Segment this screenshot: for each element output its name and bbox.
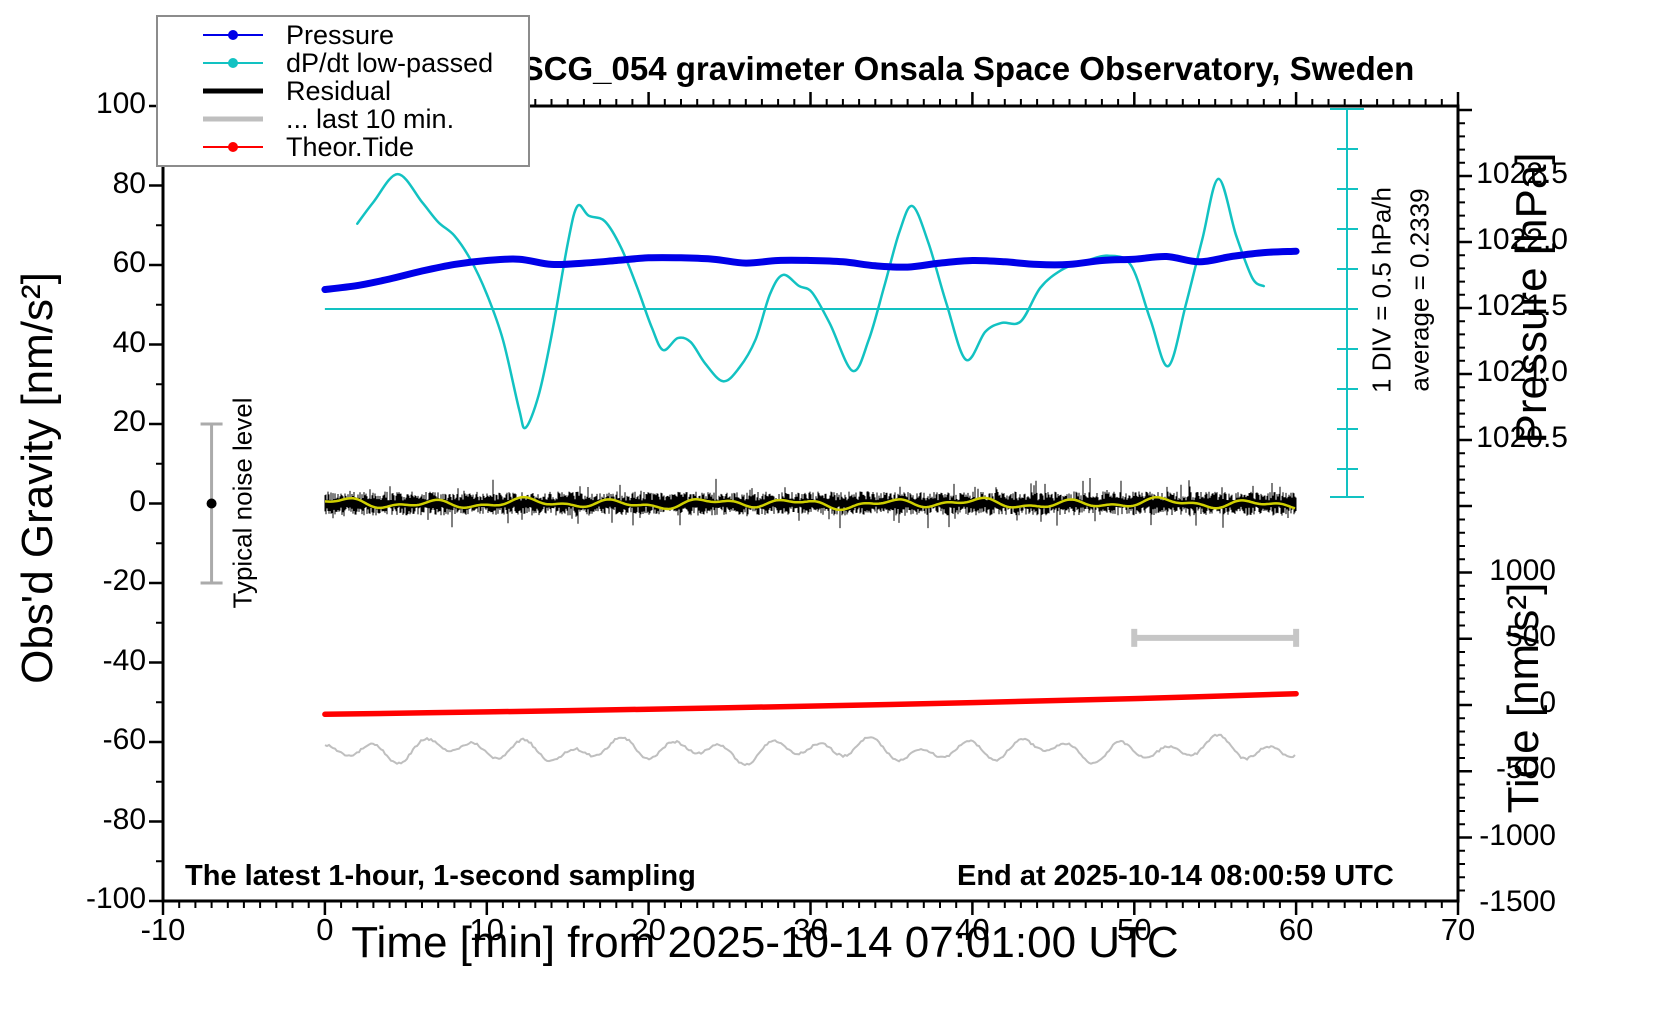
gravity-tick-label: 0 [129,484,146,518]
pressure-curve [321,247,1300,293]
residual-smoothed-curve [324,495,1296,512]
pressure-tick-label: 1021.0 [1476,355,1568,388]
legend-label: Theor.Tide [286,132,415,162]
legend-label: dP/dt low-passed [286,48,494,78]
tide-tick-label: -1000 [1479,818,1556,852]
x-tick-label: 70 [1440,912,1476,947]
dpdt-scale-bar-div-ticks [1337,148,1358,470]
legend-item-tide: Theor.Tide [202,132,528,162]
pressure-tick-label: 1020.5 [1476,421,1568,454]
gravity-tick-label: 40 [112,325,146,359]
tide-line-sample-icon [203,142,263,152]
pressure-tick-label: 1021.5 [1476,289,1568,322]
gravity-tick-label: 80 [112,166,146,200]
tide-tick-label: 0 [1539,686,1556,719]
gravity-tick-label: -60 [102,723,146,756]
residual-line-sample-icon [203,88,263,94]
x-tick-label: 40 [955,912,990,947]
noise-level-dot [206,498,217,509]
tide-tick-label: -500 [1495,752,1556,786]
tide-tick-label: 500 [1505,619,1556,653]
gravity-tick-label: 20 [112,405,146,438]
pressure-tick-label: 1022.0 [1476,223,1568,256]
dpdt-curve [356,172,1266,430]
gravity-tick-label: -40 [102,643,146,677]
tide-tick-label: 1000 [1489,553,1556,587]
page-title: SCG_054 gravimeter Onsala Space Observat… [521,50,1415,87]
legend-label: Residual [286,76,392,106]
div-scale-note: 1 DIV = 0.5 hPa/h [1366,187,1397,393]
typical-noise-note: Typical noise level [227,397,258,609]
legend-item-dpdt: dP/dt low-passed [202,48,528,78]
x-tick-label: 0 [316,912,334,947]
legend-label: Pressure [286,20,395,50]
x-tick-label: 60 [1278,912,1314,947]
x-axis-title: Time [min] from 2025-10-14 07:01:00 UTC [351,918,1179,967]
last10-trace [324,733,1296,767]
gravity-tick-label: -20 [102,564,146,597]
last10-line-sample-icon [203,116,263,122]
legend-item-last10: ... last 10 min. [202,104,528,134]
tide-tick-label: -1500 [1479,884,1556,918]
legend-label: ... last 10 min. [286,104,455,134]
x-tick-label: 10 [469,912,504,947]
average-note: average = 0.2339 [1404,188,1435,392]
end-time-note: End at 2025-10-14 08:00:59 UTC [957,860,1394,892]
gravity-tick-label: 100 [95,87,146,120]
minor-ticks [156,99,1465,908]
x-tick-label: -10 [140,912,186,947]
pressure-tick-label: 1022.5 [1476,157,1568,190]
legend: Pressure dP/dt low-passed Residual ... l… [156,15,530,167]
x-tick-label: 30 [793,912,828,947]
x-tick-label: 50 [1117,912,1152,947]
gravity-tick-label: -100 [85,882,146,915]
major-ticks [149,92,1472,915]
x-tick-label: 20 [631,912,666,947]
theor-tide-curve [322,690,1299,718]
sampling-note: The latest 1-hour, 1-second sampling [185,860,696,892]
dpdt-line-sample-icon [203,58,263,68]
legend-item-pressure: Pressure [202,20,528,50]
pressure-line-sample-icon [203,30,263,40]
gravity-tick-label: -80 [102,802,146,836]
residual-trace [324,478,1297,529]
gravity-tick-label: 60 [112,246,146,279]
legend-item-residual: Residual [202,76,528,106]
